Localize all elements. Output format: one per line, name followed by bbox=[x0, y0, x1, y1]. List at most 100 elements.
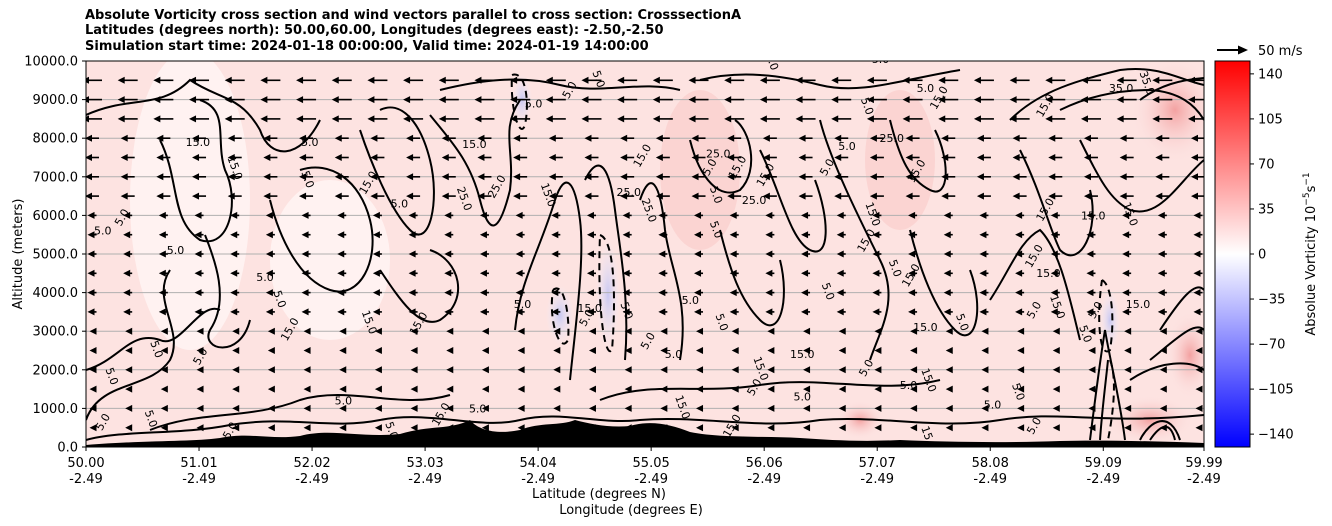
wind-vector bbox=[655, 154, 670, 161]
wind-vector bbox=[908, 211, 918, 219]
wind-vector bbox=[586, 211, 596, 219]
wind-vector bbox=[441, 192, 456, 200]
wind-vector bbox=[479, 308, 489, 316]
wind-vector bbox=[479, 269, 489, 277]
wind-vector bbox=[158, 289, 168, 297]
y-tick-label: 0.0 bbox=[57, 441, 78, 456]
wind-vector bbox=[160, 404, 168, 412]
wind-vector bbox=[513, 134, 528, 142]
wind-vector bbox=[125, 404, 133, 412]
wind-vector bbox=[301, 308, 311, 316]
wind-vector bbox=[158, 231, 168, 239]
wind-vector bbox=[86, 134, 99, 142]
wind-vector bbox=[584, 192, 599, 200]
contour-15 bbox=[759, 149, 827, 253]
wind-vector bbox=[303, 347, 311, 354]
wind-vector bbox=[660, 366, 668, 374]
wind-vector bbox=[117, 115, 138, 123]
wind-vector bbox=[694, 289, 704, 297]
contour-label: 5.0 bbox=[335, 395, 353, 408]
wind-vector bbox=[1193, 211, 1203, 219]
wind-vector bbox=[588, 385, 596, 393]
wind-vector bbox=[1195, 424, 1203, 432]
wind-vector bbox=[973, 96, 994, 104]
x-tick-label-lat: 55.05 bbox=[633, 456, 670, 471]
x-tick-label-lat: 58.08 bbox=[972, 456, 1009, 471]
wind-vector bbox=[979, 289, 989, 297]
wind-vector bbox=[581, 96, 602, 104]
contour-label: 5.0 bbox=[94, 225, 112, 238]
wind-vector bbox=[981, 385, 989, 393]
wind-vector bbox=[727, 134, 742, 142]
wind-vector bbox=[263, 173, 278, 181]
wind-vector bbox=[694, 231, 704, 239]
wind-vector bbox=[1119, 154, 1134, 161]
colorbar-tick-label: −140 bbox=[1258, 428, 1294, 443]
wind-vector bbox=[729, 269, 739, 277]
wind-vector bbox=[1124, 404, 1132, 412]
wind-vector bbox=[620, 173, 635, 181]
wind-vector bbox=[658, 211, 668, 219]
wind-vector bbox=[441, 154, 456, 161]
wind-vector bbox=[551, 308, 561, 316]
wind-vector bbox=[196, 366, 204, 374]
contour-label: 5.0 bbox=[707, 184, 725, 205]
y-tick-label: 3000.0 bbox=[33, 325, 79, 340]
wind-vector bbox=[727, 173, 742, 181]
wind-vector bbox=[866, 76, 887, 84]
contour-label: 15.0 bbox=[186, 136, 211, 149]
wind-vector bbox=[1052, 424, 1060, 432]
wind-vector bbox=[517, 327, 525, 335]
wind-vector bbox=[370, 192, 385, 200]
wind-vector bbox=[1088, 424, 1096, 432]
wind-vector bbox=[123, 269, 133, 277]
wind-vector bbox=[658, 269, 668, 277]
wind-vector bbox=[517, 424, 525, 432]
wind-vector bbox=[1015, 211, 1025, 219]
wind-vector bbox=[339, 347, 347, 354]
wind-vector bbox=[1012, 173, 1027, 181]
wind-vector bbox=[838, 327, 846, 335]
wind-vector bbox=[227, 173, 242, 181]
wind-vector bbox=[479, 250, 489, 258]
contour-label: 5.0 bbox=[1076, 323, 1094, 344]
wind-vector bbox=[1124, 385, 1132, 393]
wind-vector bbox=[762, 192, 777, 200]
wind-vector bbox=[1119, 173, 1134, 181]
contour-label: 5.0 bbox=[514, 298, 532, 311]
wind-vector bbox=[831, 96, 852, 104]
wind-vector bbox=[1159, 424, 1167, 432]
wind-vector bbox=[1195, 327, 1203, 335]
wind-vector bbox=[945, 404, 953, 412]
wind-vector bbox=[548, 154, 563, 161]
wind-vector bbox=[438, 76, 459, 84]
wind-vector bbox=[446, 424, 454, 432]
wind-vector bbox=[224, 76, 245, 84]
wind-vector bbox=[267, 385, 275, 393]
wind-vector bbox=[89, 347, 97, 354]
wind-vector bbox=[303, 404, 311, 412]
wind-vector bbox=[1193, 269, 1203, 277]
wind-vector bbox=[1159, 347, 1167, 354]
wind-vector bbox=[655, 134, 670, 142]
wind-vector bbox=[731, 366, 739, 374]
wind-vector bbox=[652, 115, 673, 123]
wind-vector bbox=[945, 347, 953, 354]
wind-vector bbox=[1195, 385, 1203, 393]
contour-label: 25.0 bbox=[742, 194, 767, 207]
wind-vector bbox=[588, 404, 596, 412]
contour-35 bbox=[1139, 77, 1204, 101]
wind-vector bbox=[510, 96, 531, 104]
contour-15 bbox=[989, 228, 1081, 341]
wind-vector bbox=[945, 424, 953, 432]
wind-vector bbox=[189, 96, 210, 104]
wind-vector bbox=[194, 250, 204, 258]
wind-vector bbox=[299, 192, 314, 200]
colorbar-tick-label: 140 bbox=[1258, 67, 1283, 82]
wind-vector bbox=[1017, 385, 1025, 393]
contour-label: 5.0 bbox=[712, 312, 730, 333]
wind-vector bbox=[1050, 289, 1060, 297]
contour-5 bbox=[514, 181, 583, 381]
wind-vector bbox=[765, 308, 775, 316]
wind-vector bbox=[688, 76, 709, 84]
